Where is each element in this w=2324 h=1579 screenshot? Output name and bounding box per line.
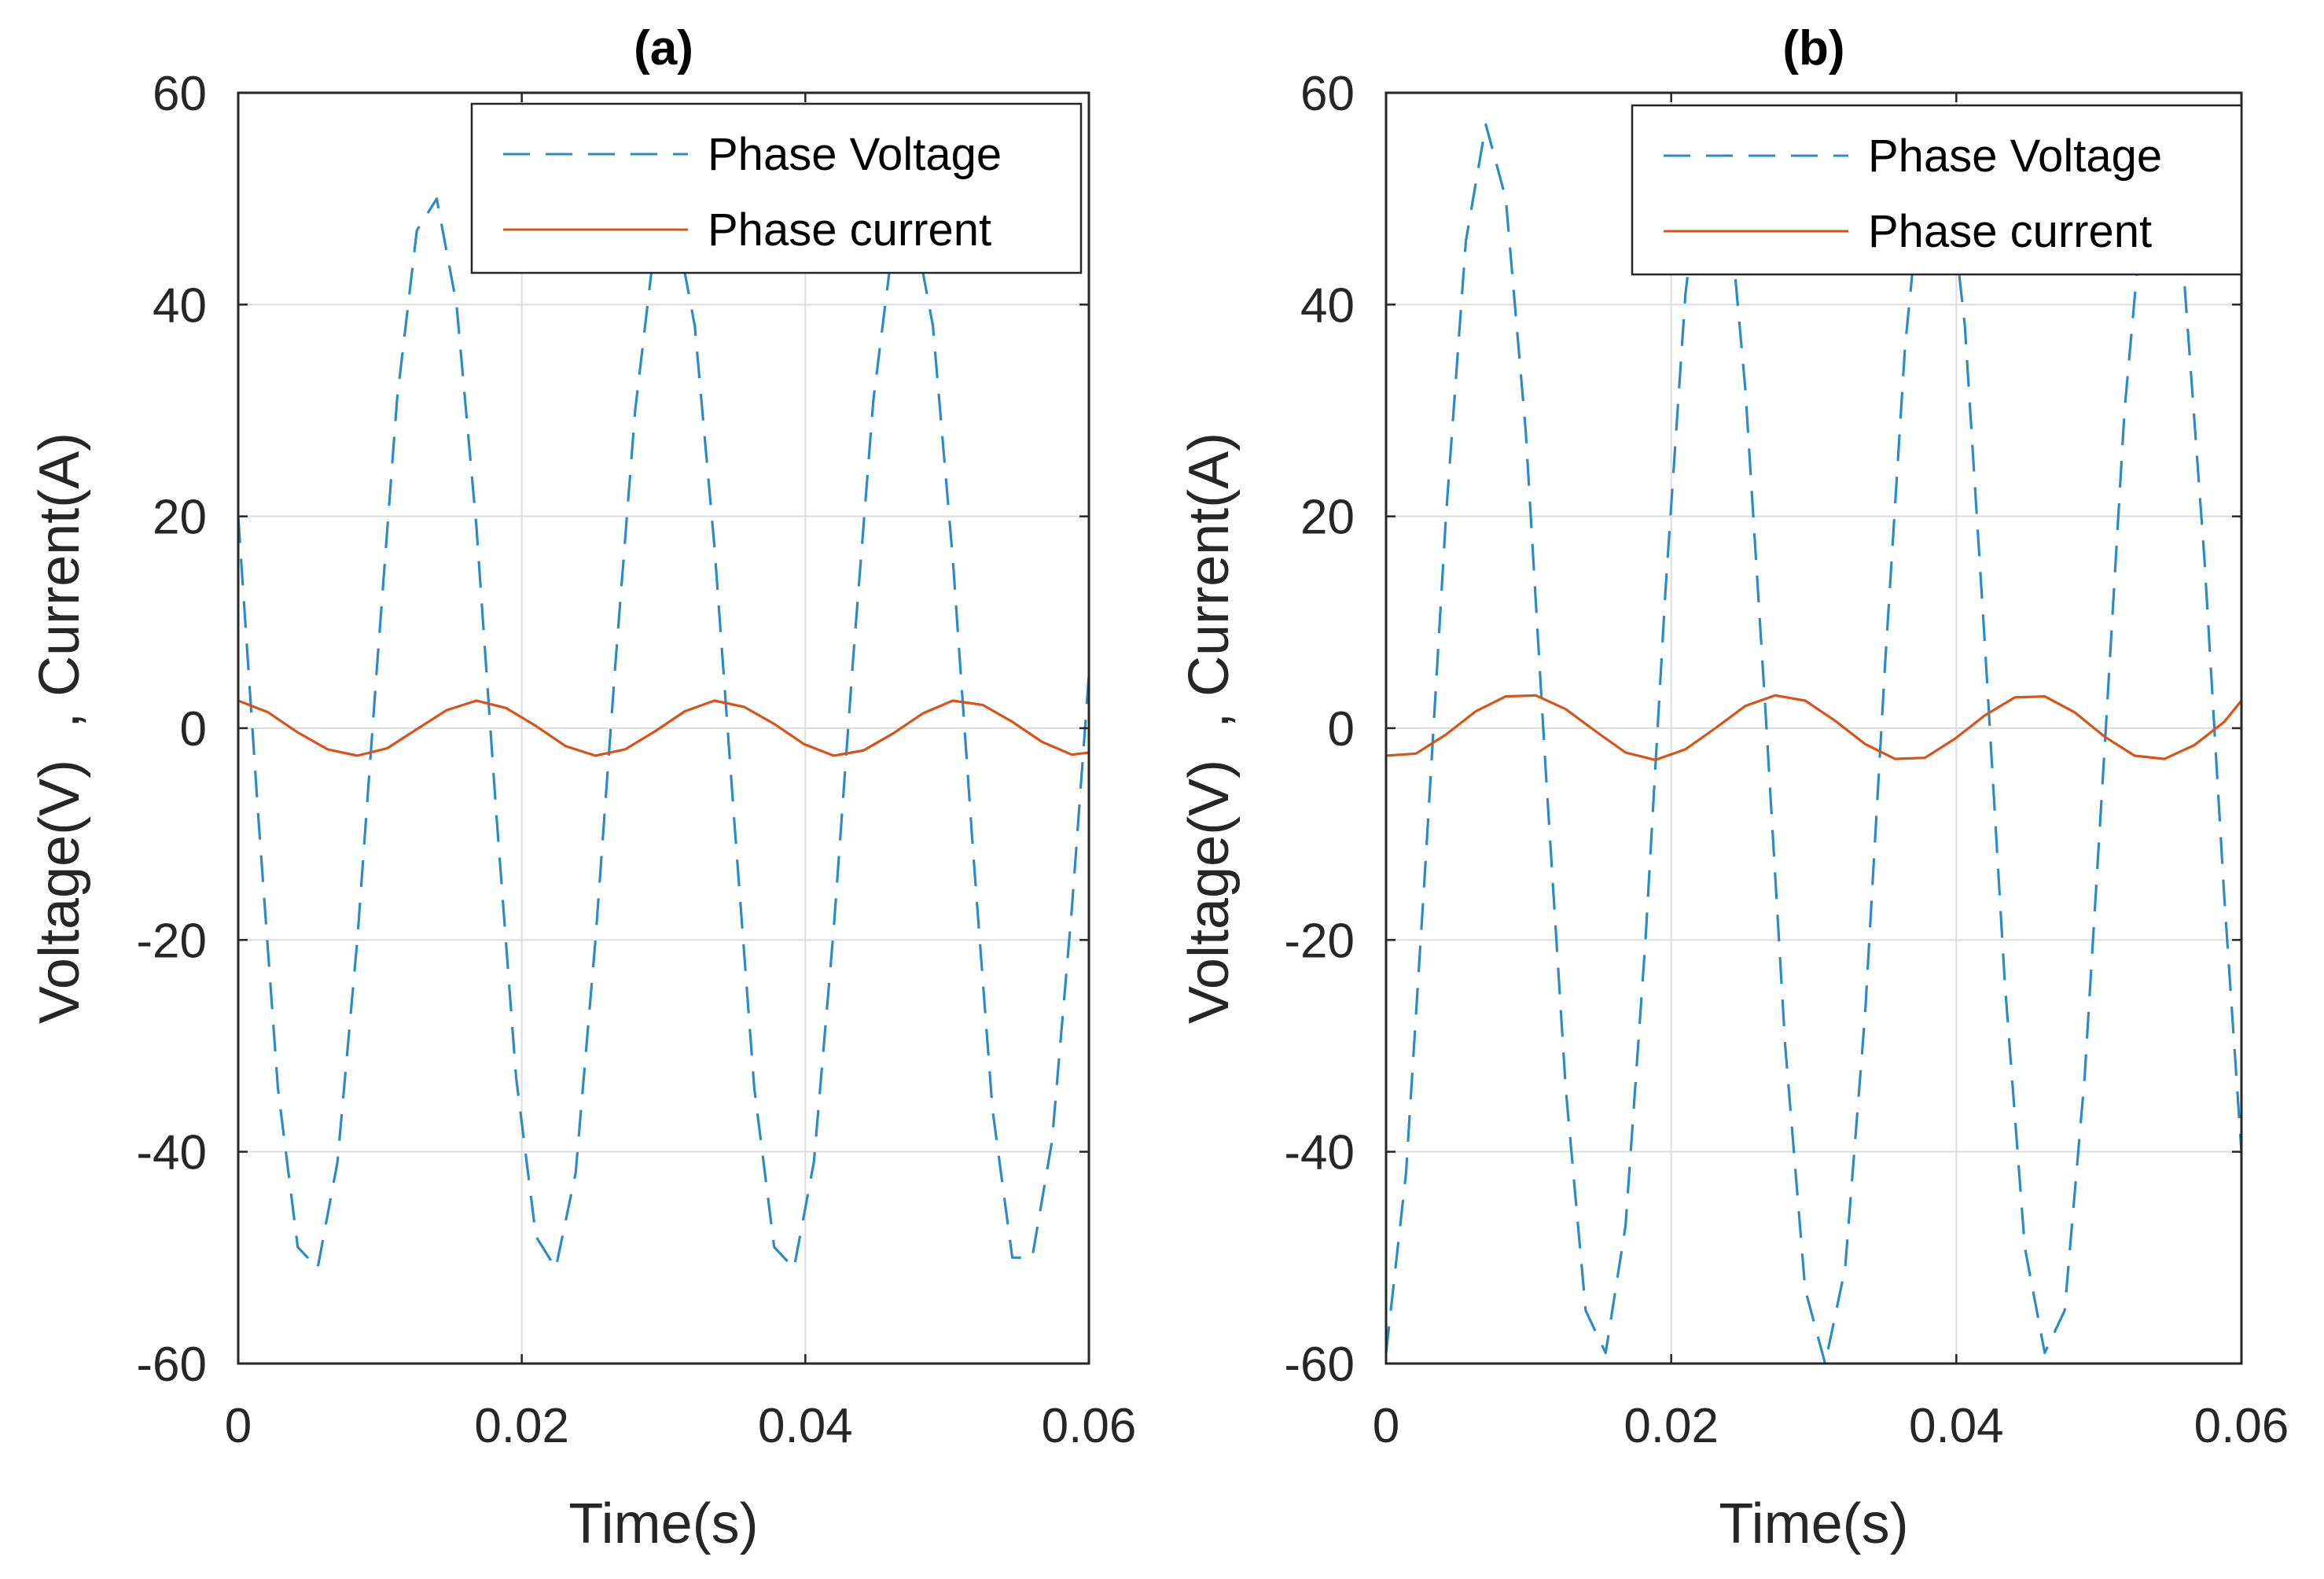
panel-a-title: (a): [634, 21, 693, 75]
panel-a-x-tick-label: 0.02: [474, 1399, 569, 1453]
panel-b-y-tick-label: 40: [1300, 278, 1355, 333]
panel-b-y-tick-label: -20: [1284, 914, 1355, 968]
panel-b-y-tick-label: 20: [1300, 491, 1355, 545]
panel-a-x-tick-label: 0.04: [758, 1399, 853, 1453]
panel-a-ticks: 0 0.02 0.04 0.06 60 40 20 0 -20 -40 -60: [136, 67, 1136, 1453]
panel-a-legend-voltage-label: Phase Voltage: [708, 129, 1002, 180]
panel-b-y-tick-label: -40: [1284, 1126, 1355, 1180]
panel-b-x-tick-label: 0.06: [2194, 1399, 2289, 1453]
panel-a-y-tick-label: -20: [136, 914, 207, 968]
panel-b-series-phase-current: [1385, 694, 2243, 762]
panel-a-legend: Phase Voltage Phase current: [470, 102, 1083, 274]
panel-a-x-tick-label: 0: [225, 1399, 252, 1453]
panel-b-x-tick-label: 0.04: [1909, 1399, 2004, 1453]
panel-a-y-tick-label: 60: [153, 67, 207, 121]
panel-a-series-phase-current: [237, 699, 1090, 757]
panel-a-legend-current-label: Phase current: [708, 204, 991, 256]
panel-b-legend-voltage-label: Phase Voltage: [1868, 131, 2162, 182]
panel-a-y-tick-label: -40: [136, 1126, 207, 1180]
panel-b-x-axis-label: Time(s): [1719, 1493, 1908, 1555]
panel-b-title: (b): [1782, 21, 1844, 75]
panel-a-x-tick-label: 0.06: [1042, 1399, 1137, 1453]
panel-b-x-tick-label: 0.02: [1623, 1399, 1719, 1453]
panel-a-y-tick-label: 20: [153, 491, 207, 545]
panel-b-y-tick-label: -60: [1284, 1338, 1355, 1392]
panel-a-y-axis-label: Voltage(V) , Current(A): [28, 432, 91, 1024]
panel-b-y-tick-label: 60: [1300, 67, 1355, 121]
panel-b-legend: Phase Voltage Phase current: [1631, 104, 2243, 276]
panel-b-y-tick-label: 0: [1328, 702, 1355, 756]
panel-b-series-phase-voltage: [1384, 123, 2243, 1365]
panel-b-legend-box: [1631, 104, 2243, 276]
panel-a-x-axis-label: Time(s): [568, 1493, 758, 1555]
panel-b-ticks: 0 0.02 0.04 0.06 60 40 20 0 -20 -40 -60: [1284, 67, 2289, 1453]
panel-a-y-tick-label: 40: [153, 278, 207, 333]
panel-a-legend-box: [470, 102, 1083, 274]
panel-a-y-tick-label: 0: [180, 702, 207, 756]
panel-b-y-axis-label: Voltage(V) , Current(A): [1178, 432, 1241, 1024]
panel-a-y-tick-label: -60: [136, 1338, 207, 1392]
panel-b-legend-current-label: Phase current: [1868, 206, 2152, 257]
panel-b-series: [1384, 123, 2243, 1365]
panel-b-x-tick-label: 0: [1373, 1399, 1399, 1453]
panel-b: 0 0.02 0.04 0.06 60 40 20 0 -20 -40 -60 (b) Time(s…: [1178, 21, 2289, 1555]
panel-a: 0 0.02 0.04 0.06 60 40 20 0 -20 -40 -60 (a) Time(s…: [28, 21, 1136, 1555]
